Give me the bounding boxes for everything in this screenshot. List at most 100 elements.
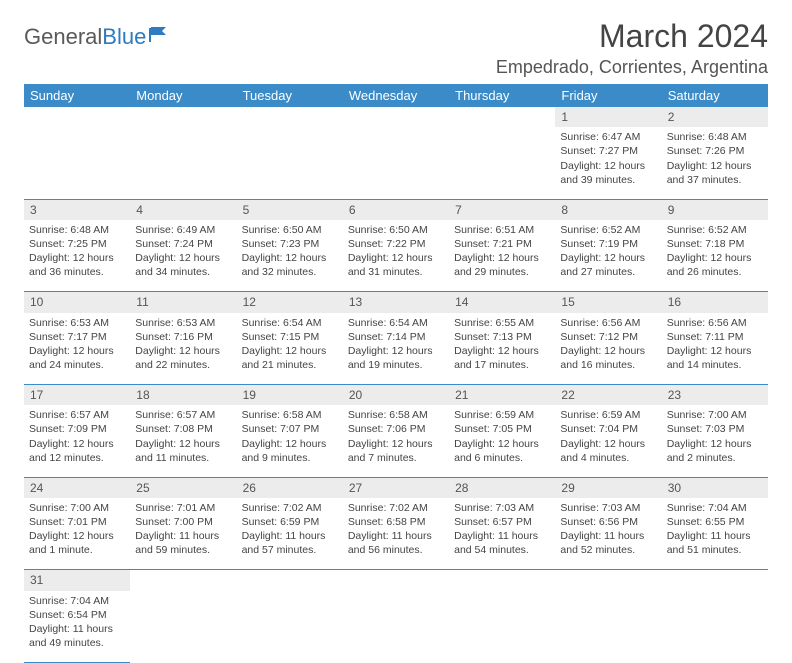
day-detail-cell <box>662 591 768 663</box>
daynum-row: 12 <box>24 107 768 127</box>
daynum-row: 24252627282930 <box>24 477 768 498</box>
day-detail-cell <box>449 127 555 199</box>
day-detail-cell <box>555 591 661 663</box>
day-header: Wednesday <box>343 84 449 107</box>
day-number-cell: 6 <box>343 199 449 220</box>
day-header: Monday <box>130 84 236 107</box>
day-number-cell <box>237 570 343 591</box>
day-detail-cell: Sunrise: 6:54 AMSunset: 7:14 PMDaylight:… <box>343 313 449 385</box>
day-detail-cell <box>343 591 449 663</box>
calendar-head: SundayMondayTuesdayWednesdayThursdayFrid… <box>24 84 768 107</box>
day-number-cell: 2 <box>662 107 768 127</box>
day-detail-cell: Sunrise: 7:00 AMSunset: 7:01 PMDaylight:… <box>24 498 130 570</box>
day-header: Sunday <box>24 84 130 107</box>
day-header: Saturday <box>662 84 768 107</box>
day-detail-cell: Sunrise: 6:48 AMSunset: 7:25 PMDaylight:… <box>24 220 130 292</box>
day-detail-cell: Sunrise: 6:56 AMSunset: 7:12 PMDaylight:… <box>555 313 661 385</box>
day-detail-cell: Sunrise: 6:58 AMSunset: 7:07 PMDaylight:… <box>237 405 343 477</box>
day-detail-cell <box>343 127 449 199</box>
day-detail-cell: Sunrise: 7:03 AMSunset: 6:57 PMDaylight:… <box>449 498 555 570</box>
day-number-cell: 30 <box>662 477 768 498</box>
day-number-cell: 26 <box>237 477 343 498</box>
calendar-table: SundayMondayTuesdayWednesdayThursdayFrid… <box>24 84 768 663</box>
detail-row: Sunrise: 6:48 AMSunset: 7:25 PMDaylight:… <box>24 220 768 292</box>
day-number-cell <box>237 107 343 127</box>
title-block: March 2024 Empedrado, Corrientes, Argent… <box>496 18 768 78</box>
location-subtitle: Empedrado, Corrientes, Argentina <box>496 57 768 78</box>
page-header: GeneralBlue March 2024 Empedrado, Corrie… <box>24 18 768 78</box>
day-detail-cell: Sunrise: 6:52 AMSunset: 7:19 PMDaylight:… <box>555 220 661 292</box>
day-header: Thursday <box>449 84 555 107</box>
day-header: Tuesday <box>237 84 343 107</box>
day-number-cell: 24 <box>24 477 130 498</box>
day-detail-cell: Sunrise: 6:57 AMSunset: 7:09 PMDaylight:… <box>24 405 130 477</box>
day-number-cell: 15 <box>555 292 661 313</box>
day-detail-cell <box>24 127 130 199</box>
day-number-cell: 21 <box>449 385 555 406</box>
day-detail-cell: Sunrise: 6:54 AMSunset: 7:15 PMDaylight:… <box>237 313 343 385</box>
day-detail-cell: Sunrise: 6:55 AMSunset: 7:13 PMDaylight:… <box>449 313 555 385</box>
daynum-row: 31 <box>24 570 768 591</box>
day-detail-cell: Sunrise: 6:53 AMSunset: 7:17 PMDaylight:… <box>24 313 130 385</box>
day-number-cell <box>24 107 130 127</box>
day-detail-cell: Sunrise: 6:50 AMSunset: 7:23 PMDaylight:… <box>237 220 343 292</box>
day-detail-cell: Sunrise: 7:01 AMSunset: 7:00 PMDaylight:… <box>130 498 236 570</box>
day-number-cell: 20 <box>343 385 449 406</box>
month-title: March 2024 <box>496 18 768 55</box>
day-number-cell: 4 <box>130 199 236 220</box>
day-detail-cell: Sunrise: 6:51 AMSunset: 7:21 PMDaylight:… <box>449 220 555 292</box>
daynum-row: 17181920212223 <box>24 385 768 406</box>
day-number-cell: 14 <box>449 292 555 313</box>
day-detail-cell: Sunrise: 7:00 AMSunset: 7:03 PMDaylight:… <box>662 405 768 477</box>
detail-row: Sunrise: 6:57 AMSunset: 7:09 PMDaylight:… <box>24 405 768 477</box>
day-number-cell: 18 <box>130 385 236 406</box>
day-detail-cell: Sunrise: 7:02 AMSunset: 6:58 PMDaylight:… <box>343 498 449 570</box>
day-number-cell: 7 <box>449 199 555 220</box>
day-number-cell: 8 <box>555 199 661 220</box>
day-detail-cell: Sunrise: 7:02 AMSunset: 6:59 PMDaylight:… <box>237 498 343 570</box>
day-number-cell <box>130 107 236 127</box>
logo-text-2: Blue <box>102 24 146 50</box>
day-detail-cell: Sunrise: 7:04 AMSunset: 6:55 PMDaylight:… <box>662 498 768 570</box>
day-detail-cell: Sunrise: 6:50 AMSunset: 7:22 PMDaylight:… <box>343 220 449 292</box>
day-number-cell <box>343 107 449 127</box>
day-number-cell: 13 <box>343 292 449 313</box>
day-number-cell: 5 <box>237 199 343 220</box>
day-number-cell: 11 <box>130 292 236 313</box>
day-number-cell: 27 <box>343 477 449 498</box>
day-header: Friday <box>555 84 661 107</box>
day-number-cell: 9 <box>662 199 768 220</box>
day-number-cell: 10 <box>24 292 130 313</box>
day-number-cell: 3 <box>24 199 130 220</box>
day-number-cell: 22 <box>555 385 661 406</box>
day-detail-cell <box>130 591 236 663</box>
calendar-body: 12Sunrise: 6:47 AMSunset: 7:27 PMDayligh… <box>24 107 768 663</box>
daynum-row: 3456789 <box>24 199 768 220</box>
day-detail-cell: Sunrise: 6:59 AMSunset: 7:05 PMDaylight:… <box>449 405 555 477</box>
day-number-cell <box>343 570 449 591</box>
day-number-cell: 23 <box>662 385 768 406</box>
day-number-cell: 25 <box>130 477 236 498</box>
day-number-cell: 28 <box>449 477 555 498</box>
day-detail-cell: Sunrise: 6:56 AMSunset: 7:11 PMDaylight:… <box>662 313 768 385</box>
day-detail-cell <box>130 127 236 199</box>
day-detail-cell <box>237 127 343 199</box>
day-number-cell <box>449 570 555 591</box>
day-number-cell: 1 <box>555 107 661 127</box>
daynum-row: 10111213141516 <box>24 292 768 313</box>
day-detail-cell: Sunrise: 7:04 AMSunset: 6:54 PMDaylight:… <box>24 591 130 663</box>
day-detail-cell: Sunrise: 6:57 AMSunset: 7:08 PMDaylight:… <box>130 405 236 477</box>
day-detail-cell <box>237 591 343 663</box>
day-detail-cell: Sunrise: 6:53 AMSunset: 7:16 PMDaylight:… <box>130 313 236 385</box>
day-detail-cell: Sunrise: 6:48 AMSunset: 7:26 PMDaylight:… <box>662 127 768 199</box>
day-number-cell: 12 <box>237 292 343 313</box>
logo: GeneralBlue <box>24 18 170 50</box>
detail-row: Sunrise: 6:47 AMSunset: 7:27 PMDaylight:… <box>24 127 768 199</box>
day-detail-cell: Sunrise: 6:49 AMSunset: 7:24 PMDaylight:… <box>130 220 236 292</box>
day-number-cell: 29 <box>555 477 661 498</box>
day-number-cell <box>130 570 236 591</box>
day-detail-cell: Sunrise: 6:47 AMSunset: 7:27 PMDaylight:… <box>555 127 661 199</box>
day-detail-cell: Sunrise: 6:58 AMSunset: 7:06 PMDaylight:… <box>343 405 449 477</box>
day-number-cell <box>555 570 661 591</box>
day-number-cell: 16 <box>662 292 768 313</box>
